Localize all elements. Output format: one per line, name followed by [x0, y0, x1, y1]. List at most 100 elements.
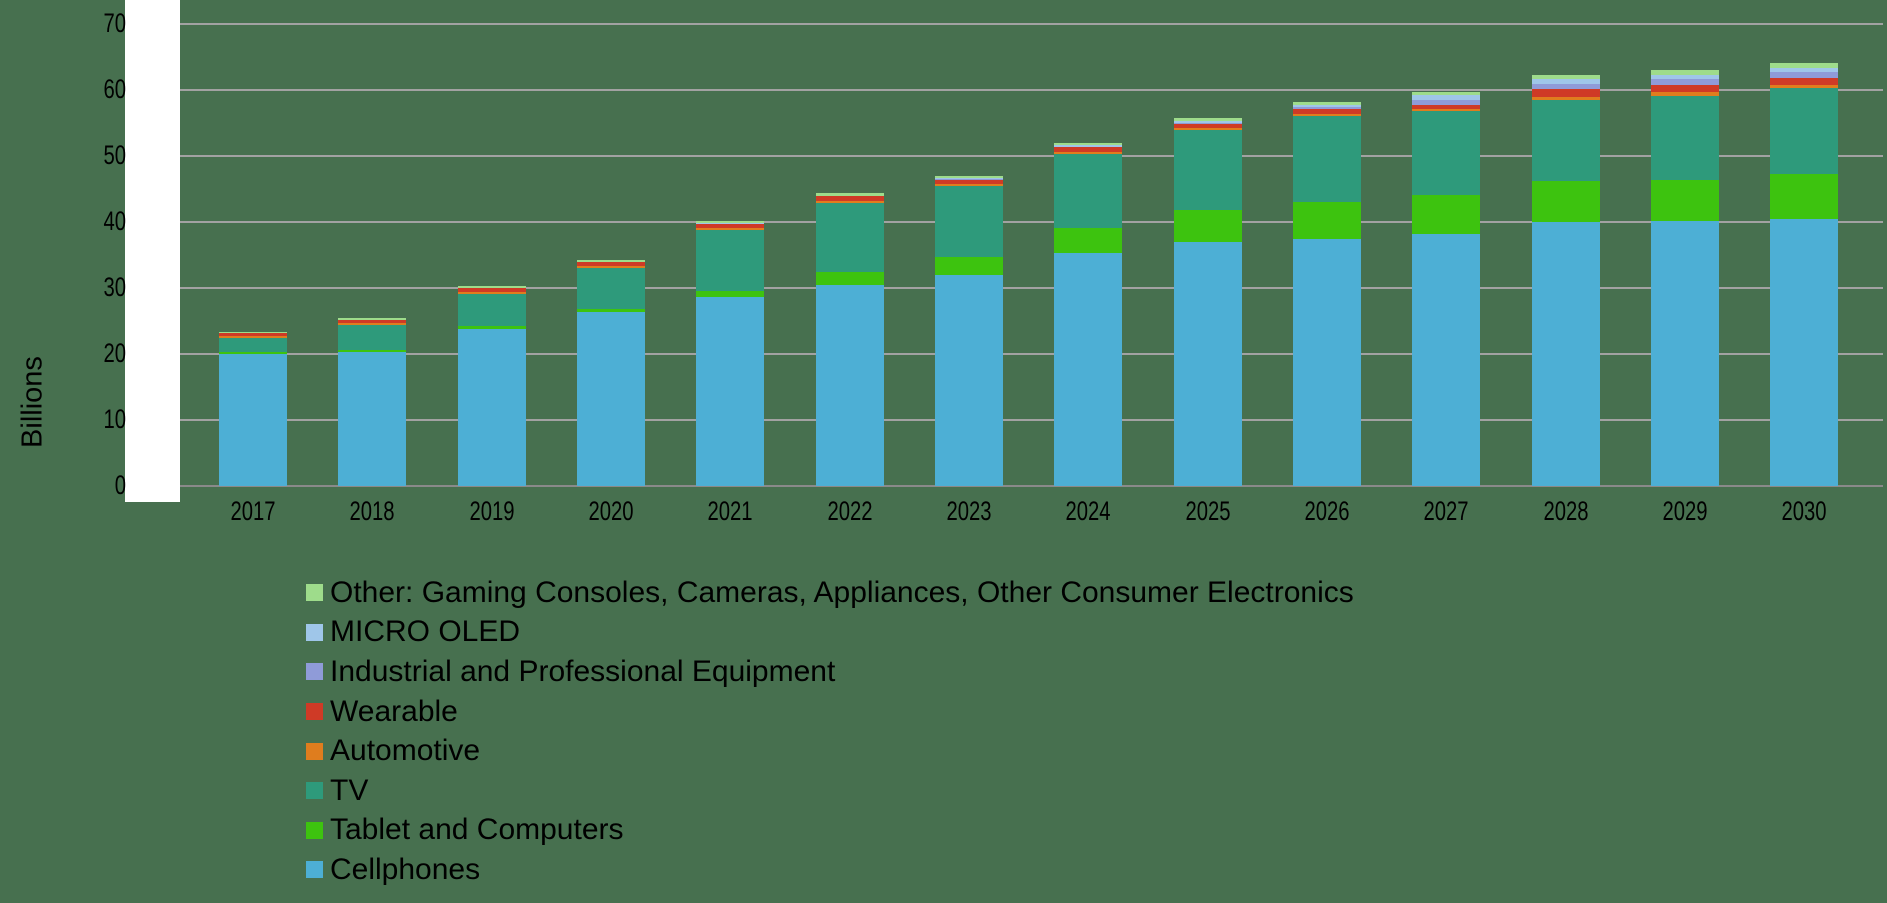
- bar-segment-2030-micro-oled: [1770, 68, 1839, 73]
- bar-segment-2018-automotive: [338, 322, 407, 325]
- plot-left-strip: [125, 0, 180, 502]
- x-axis-label-2018: 2018: [349, 496, 395, 526]
- bar-segment-2017-other: [219, 331, 287, 333]
- bar-segment-2023-industrial-and-professional-equipment: [935, 179, 1003, 180]
- bar-segment-2023-tv: [935, 186, 1003, 258]
- x-axis-line: [180, 485, 1883, 487]
- legend-label: TV: [330, 773, 369, 807]
- bar-segment-2026-tv: [1293, 116, 1361, 203]
- bar-segment-2019-other: [457, 286, 526, 289]
- bar-segment-2029-wearable: [1651, 84, 1719, 93]
- y-axis-tick-label-50: 50: [103, 140, 126, 170]
- bar-segment-2030-tablet-and-computers: [1770, 173, 1839, 219]
- bar-segment-2024-micro-oled: [1054, 145, 1123, 147]
- bar-segment-2019-wearable: [457, 288, 526, 293]
- bar-segment-2028-micro-oled: [1531, 79, 1600, 85]
- bar-segment-2018-tablet-and-computers: [338, 350, 407, 352]
- bar-segment-2027-wearable: [1412, 104, 1481, 109]
- bar-segment-2026-micro-oled: [1293, 104, 1361, 108]
- bar-segment-2024-tv: [1054, 154, 1123, 228]
- bar-segment-2026-cellphones: [1293, 239, 1361, 486]
- bar-segment-2027-tv: [1412, 110, 1481, 196]
- bar-2023: [935, 175, 1003, 486]
- bar-segment-2017-cellphones: [219, 354, 287, 486]
- bar-segment-2025-tablet-and-computers: [1173, 209, 1242, 242]
- bar-segment-2029-tv: [1651, 96, 1719, 180]
- gridline-20: [180, 352, 1883, 355]
- gridline-40: [180, 220, 1883, 223]
- gridline-70: [180, 22, 1883, 25]
- bar-segment-2018-tv: [338, 324, 407, 350]
- legend-item: MICRO OLED: [306, 613, 1354, 653]
- bar-segment-2019-tv: [457, 294, 526, 327]
- legend-item: Automotive: [306, 731, 1354, 771]
- legend-label: Automotive: [330, 734, 481, 768]
- bar-segment-2029-cellphones: [1651, 220, 1719, 486]
- legend-item: Tablet and Computers: [306, 811, 1354, 851]
- bar-segment-2022-tablet-and-computers: [815, 272, 884, 286]
- bar-segment-2022-wearable: [815, 196, 884, 201]
- legend-item: Wearable: [306, 692, 1354, 732]
- x-axis-label-2023: 2023: [946, 496, 992, 526]
- legend-swatch-icon: [306, 861, 323, 879]
- x-axis-label-2017: 2017: [230, 496, 276, 526]
- bar-segment-2021-cellphones: [696, 296, 765, 486]
- bar-segment-2025-tv: [1173, 130, 1242, 210]
- bar-segment-2027-other: [1412, 92, 1481, 95]
- bar-segment-2018-wearable: [338, 319, 407, 323]
- bar-segment-2028-wearable: [1531, 89, 1600, 97]
- bar-segment-2030-wearable: [1770, 78, 1839, 85]
- bar-segment-2030-tv: [1770, 88, 1839, 174]
- gridline-50: [180, 154, 1883, 157]
- x-axis-label-2028: 2028: [1543, 496, 1589, 526]
- x-axis-label-2021: 2021: [707, 496, 753, 526]
- bar-segment-2026-other: [1293, 102, 1361, 105]
- bar-segment-2020-tablet-and-computers: [577, 309, 645, 313]
- bar-segment-2026-tablet-and-computers: [1293, 202, 1361, 240]
- bar-segment-2023-wearable: [935, 179, 1003, 185]
- bar-segment-2024-tablet-and-computers: [1054, 227, 1123, 253]
- bar-segment-2026-wearable: [1293, 108, 1361, 114]
- bar-segment-2023-tablet-and-computers: [935, 257, 1003, 275]
- bar-segment-2027-micro-oled: [1412, 94, 1481, 100]
- bar-segment-2029-industrial-and-professional-equipment: [1651, 79, 1719, 85]
- x-axis-label-2022: 2022: [827, 496, 873, 526]
- x-axis-label-2025: 2025: [1185, 496, 1231, 526]
- bar-segment-2020-micro-oled: [577, 261, 645, 263]
- bar-segment-2029-micro-oled: [1651, 74, 1719, 80]
- bar-segment-2025-wearable: [1173, 123, 1242, 129]
- bar-segment-2021-other: [696, 220, 765, 224]
- bar-segment-2020-tv: [577, 267, 645, 310]
- gridline-60: [180, 88, 1883, 91]
- legend-item: Industrial and Professional Equipment: [306, 652, 1354, 692]
- legend-label: Industrial and Professional Equipment: [330, 654, 836, 688]
- bar-2017: [219, 331, 287, 486]
- bar-2021: [696, 220, 765, 486]
- bar-2018: [338, 318, 407, 486]
- legend-swatch-icon: [306, 623, 323, 641]
- bar-segment-2018-other: [338, 318, 407, 320]
- bar-segment-2028-tv: [1531, 99, 1600, 182]
- bar-segment-2024-automotive: [1054, 152, 1123, 155]
- bar-segment-2029-automotive: [1651, 92, 1719, 97]
- y-axis-title: Billions: [16, 356, 49, 448]
- bar-segment-2020-cellphones: [577, 312, 645, 486]
- bar-segment-2021-wearable: [696, 224, 765, 229]
- bar-2027: [1412, 92, 1481, 486]
- bar-segment-2017-tablet-and-computers: [219, 352, 287, 354]
- bar-segment-2023-micro-oled: [935, 178, 1003, 180]
- bar-segment-2025-micro-oled: [1173, 121, 1242, 124]
- bar-2019: [457, 286, 526, 486]
- legend-swatch-icon: [306, 782, 323, 800]
- bar-segment-2024-other: [1054, 142, 1123, 146]
- bar-2020: [577, 259, 645, 486]
- legend-label: MICRO OLED: [330, 615, 521, 649]
- legend: Other: Gaming Consoles, Cameras, Applian…: [306, 573, 1354, 890]
- x-axis-label-2029: 2029: [1662, 496, 1708, 526]
- bar-segment-2027-tablet-and-computers: [1412, 195, 1481, 234]
- bar-segment-2024-cellphones: [1054, 253, 1123, 486]
- y-axis-tick-label-60: 60: [103, 74, 126, 104]
- bar-segment-2019-cellphones: [457, 328, 526, 486]
- bar-segment-2028-other: [1531, 74, 1600, 80]
